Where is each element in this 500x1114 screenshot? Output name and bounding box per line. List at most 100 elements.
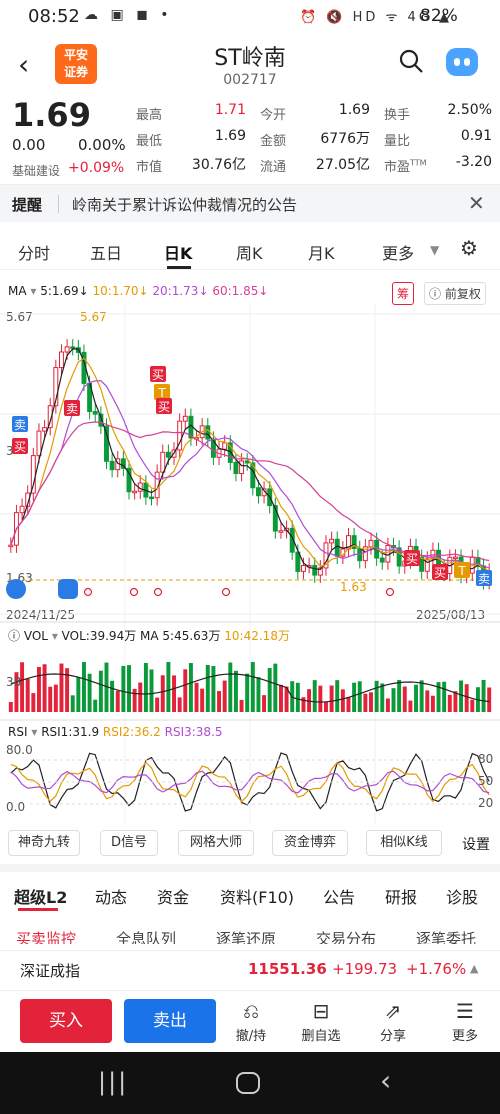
detail-tabs: 超级L2 动态 资金 资料(F10) 公告 研报 诊股: [0, 876, 500, 912]
rsi-axis-bottom: 0.0: [6, 800, 26, 814]
sector-label[interactable]: 基础建设: [12, 164, 61, 178]
assistant-robot-icon[interactable]: [446, 48, 478, 76]
candle-body: [239, 460, 245, 475]
rsi-label[interactable]: RSI: [8, 725, 28, 739]
quote-key: 换手: [384, 108, 411, 123]
volume-bar: [211, 666, 216, 712]
signal-badge-label: 卖: [478, 572, 490, 586]
volume-bar: [65, 668, 70, 712]
tool-grid-master[interactable]: 网格大师: [178, 830, 254, 856]
candle-body: [120, 458, 126, 469]
tool-nine-turn[interactable]: 神奇九转: [8, 830, 80, 856]
volume-bar: [177, 697, 182, 712]
quote-key: 最高: [136, 108, 163, 123]
notice-bar[interactable]: 提醒 岭南关于累计诉讼仲裁情况的公告 ✕: [0, 184, 500, 222]
cancel-hold-button[interactable]: ⎌ 撤/持: [224, 999, 278, 1044]
tool-settings[interactable]: 设置: [462, 837, 490, 853]
ma-label[interactable]: MA: [8, 284, 27, 298]
search-icon[interactable]: [398, 48, 424, 74]
index-ticker[interactable]: 深证成指 11551.36 +199.73 +1.76% ▲: [0, 950, 500, 988]
volume-bar: [273, 663, 278, 712]
tool-similar-k[interactable]: 相似K线: [366, 830, 442, 856]
notice-text[interactable]: 岭南关于累计诉讼仲裁情况的公告: [72, 196, 298, 214]
candle-body: [312, 564, 318, 576]
quote-value: 0.91: [460, 128, 492, 144]
ma-dropdown-icon[interactable]: ▾: [30, 284, 41, 298]
volume-bar: [470, 699, 475, 712]
l2-tab-queue[interactable]: 全息队列: [116, 930, 177, 944]
volume-bar: [110, 680, 115, 712]
close-icon[interactable]: ✕: [468, 191, 485, 215]
back-nav-icon[interactable]: ‹: [380, 1064, 392, 1097]
subtab-announcements[interactable]: 公告: [323, 888, 356, 907]
stock-name: ST岭南: [214, 46, 286, 71]
vol-label[interactable]: VOL: [23, 629, 48, 643]
remove-watchlist-button[interactable]: ⊟ 删自选: [294, 999, 348, 1044]
subtab-funds[interactable]: 资金: [157, 888, 190, 907]
quote-value: 2.50%: [447, 102, 492, 118]
buy-button[interactable]: 买入: [20, 999, 112, 1043]
volume-bar: [228, 662, 233, 712]
volume-bar: [278, 684, 283, 712]
active-tab-indicator: [167, 266, 191, 269]
more-button[interactable]: ☰ 更多: [438, 999, 492, 1044]
tab-more[interactable]: 更多: [382, 244, 415, 263]
l2-tab-distribution[interactable]: 交易分布: [316, 930, 377, 944]
rsi-dropdown-icon[interactable]: ▾: [31, 725, 38, 739]
share-button[interactable]: ⇗ 分享: [366, 999, 420, 1044]
home-icon[interactable]: [236, 1072, 260, 1094]
l2-tab-orders[interactable]: 逐笔委托: [416, 930, 477, 944]
tool-fund-game[interactable]: 资金博弈: [272, 830, 348, 856]
subtab-l2[interactable]: 超级L2: [14, 888, 68, 907]
l2-tab-monitor[interactable]: 买卖监控: [16, 930, 77, 944]
subtab-news[interactable]: 动态: [95, 888, 128, 907]
volume-bar: [318, 685, 323, 712]
chevron-down-icon[interactable]: ▼: [430, 243, 440, 257]
recent-apps-icon[interactable]: |||: [98, 1068, 129, 1096]
quote-key: 量比: [384, 134, 411, 149]
l2-tab-restore[interactable]: 逐笔还原: [216, 930, 277, 944]
quote-key: 流通: [260, 160, 287, 175]
volume-bar: [93, 699, 98, 712]
tab-weekly-k[interactable]: 周K: [236, 244, 263, 263]
signal-badge: [476, 570, 492, 586]
vol-dropdown-icon[interactable]: ▾: [51, 629, 58, 643]
expand-up-icon[interactable]: ▲: [470, 962, 479, 975]
volume-bar: [402, 686, 407, 712]
logo-text-1: 平安: [63, 48, 88, 62]
gear-icon[interactable]: ⚙: [460, 236, 478, 260]
signal-badge-label: 卖: [14, 418, 26, 432]
volume-bar: [36, 666, 41, 712]
subtab-diagnosis[interactable]: 诊股: [446, 888, 479, 907]
back-icon[interactable]: ‹: [18, 48, 30, 81]
volume-bar: [374, 680, 379, 712]
signal-badge: [64, 400, 80, 416]
tool-d-signal[interactable]: D信号: [100, 830, 158, 856]
subtab-research[interactable]: 研报: [385, 888, 418, 907]
tab-five-day[interactable]: 五日: [90, 244, 123, 263]
candle-body: [98, 413, 104, 427]
tab-intraday[interactable]: 分时: [18, 244, 51, 263]
adjust-mode-button[interactable]: ⓘ 前复权: [424, 282, 486, 305]
subtab-f10[interactable]: 资料(F10): [220, 888, 295, 907]
volume-bar: [329, 685, 334, 712]
ma-item: 20:1.73↓: [152, 284, 213, 298]
price-change-pct: 0.00%: [78, 136, 126, 154]
tab-monthly-k[interactable]: 月K: [308, 244, 335, 263]
volume-bar: [53, 684, 58, 712]
volume-bar: [464, 684, 469, 712]
volume-bar: [442, 681, 447, 712]
event-marker: [221, 587, 231, 597]
candle-body: [278, 530, 284, 533]
candle-body: [233, 461, 239, 475]
chip-distribution-button[interactable]: 筹: [392, 282, 415, 305]
cancel-hold-label: 撤/持: [235, 1029, 267, 1044]
signal-badge-label: T: [157, 386, 166, 400]
sell-button[interactable]: 卖出: [124, 999, 216, 1043]
vol-ma10: 10:42.18万: [224, 629, 290, 643]
volume-bar: [160, 675, 165, 712]
tab-daily-k[interactable]: 日K: [164, 244, 193, 263]
volume-bar: [380, 683, 385, 712]
quote-key: 今开: [260, 108, 287, 123]
